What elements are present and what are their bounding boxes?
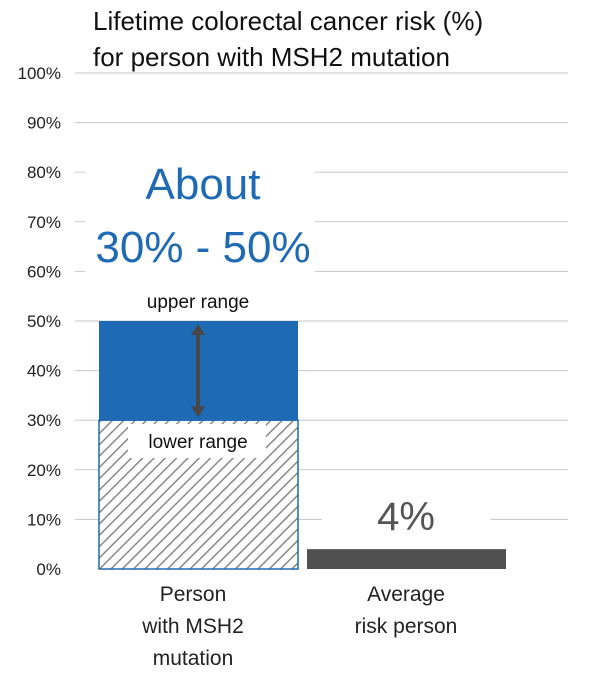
category-label-line: Average: [367, 583, 445, 606]
chart-title-line-2: for person with MSH2 mutation: [93, 42, 450, 72]
average-risk-bar: [307, 549, 506, 569]
y-tick-label: 80%: [27, 163, 61, 182]
arrow-head-down: [191, 406, 205, 418]
category-label-line: risk person: [355, 615, 458, 638]
upper-label-backdrop: [123, 284, 273, 318]
category-label-line: Person: [160, 583, 227, 606]
average-label-backdrop: [322, 478, 490, 538]
average-value-label: 4%: [377, 495, 435, 539]
y-axis-ticks: 0% 10% 20% 30% 40% 50% 60% 70% 80% 90% 100%: [18, 64, 61, 579]
y-tick-label: 10%: [27, 510, 61, 529]
y-tick-label: 0%: [36, 560, 61, 579]
headline-backdrop: [85, 156, 315, 276]
category-label-line: mutation: [153, 647, 234, 670]
y-tick-label: 30%: [27, 411, 61, 430]
lower-range-label: lower range: [148, 432, 247, 453]
y-tick-label: 60%: [27, 262, 61, 281]
category-label-line: with MSH2: [141, 615, 244, 638]
upper-range-label: upper range: [147, 292, 249, 313]
y-tick-label: 70%: [27, 213, 61, 232]
y-tick-label: 100%: [18, 64, 61, 83]
range-arrow: [191, 324, 205, 418]
y-tick-label: 90%: [27, 114, 61, 133]
y-tick-label: 20%: [27, 461, 61, 480]
headline-line-2: 30% - 50%: [95, 223, 310, 272]
chart-title: Lifetime colorectal cancer risk (%) for …: [93, 6, 483, 72]
y-tick-label: 40%: [27, 362, 61, 381]
category-labels: Person with MSH2 mutation Average risk perso…: [141, 583, 457, 670]
lower-label-backdrop: [128, 424, 266, 458]
arrow-head-up: [191, 324, 205, 335]
y-tick-label: 50%: [27, 312, 61, 331]
chart-title-line-1: Lifetime colorectal cancer risk (%): [93, 6, 483, 36]
headline-line-1: About: [146, 160, 261, 209]
